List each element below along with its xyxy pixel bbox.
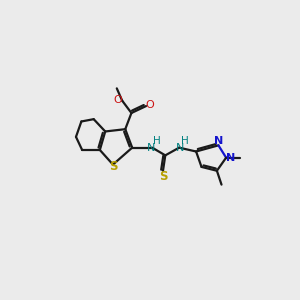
Text: N: N xyxy=(147,143,156,153)
Text: N: N xyxy=(176,143,184,153)
Text: H: H xyxy=(181,136,188,146)
Text: O: O xyxy=(113,95,122,105)
Text: N: N xyxy=(226,153,236,163)
Text: H: H xyxy=(153,136,161,146)
Text: O: O xyxy=(146,100,154,110)
Text: N: N xyxy=(214,136,223,146)
Text: S: S xyxy=(159,170,167,183)
Text: S: S xyxy=(109,160,117,173)
